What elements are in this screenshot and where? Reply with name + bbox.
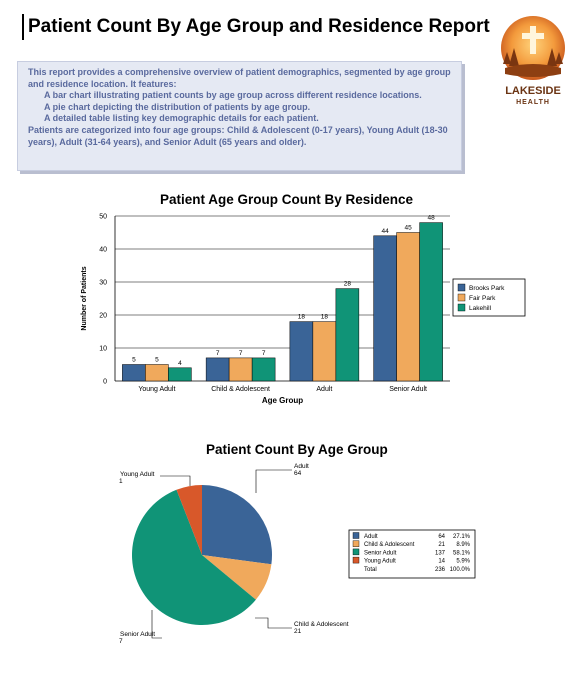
legend-count: 64 [438,534,445,540]
y-tick-label: 30 [99,280,107,287]
bar [228,357,253,382]
legend-total-count: 236 [435,567,446,573]
legend-label: Fair Park [469,295,496,302]
logo-line1: LAKESIDE [505,85,561,97]
logo-trees [503,48,563,66]
report-description: This report provides a comprehensive ove… [17,61,462,171]
bar [145,364,169,382]
bar-chart: 0 10 20 30 40 50 5 5 4 Young Adult 7 7 7 Child & Adol… [81,214,526,405]
report-title: Patient Count By Age Group and Residence… [28,16,490,37]
bar-value-label: 5 [132,357,136,364]
bar [396,232,420,382]
feature-table: A detailed table listing key demographic… [44,113,319,124]
bar-value-label: 7 [216,350,220,357]
cross-sunset-icon [530,26,536,54]
legend-label: Young Adult [364,559,396,565]
legend-label: Adult [364,534,378,540]
bar-value-label: 48 [428,215,436,222]
pie-legend-box [348,529,476,579]
legend-swatch [352,540,360,547]
bar-value-label: 28 [344,281,352,288]
intro-text: This report provides a comprehensive ove… [28,67,451,89]
legend-swatch [352,532,360,539]
x-axis-title: Age Group [262,396,303,405]
y-tick-label: 10 [99,346,107,353]
bar-value-label: 18 [321,314,329,321]
legend-percent: 8.9% [456,542,470,548]
legend-swatch [457,293,466,302]
bar [168,367,192,382]
callout-line [255,617,292,629]
lakeside-health-logo: LAKESIDE HEALTH [501,16,565,106]
y-tick-label: 50 [99,214,107,221]
legend-label: Lakehill [469,305,492,312]
y-tick-label: 0 [103,379,107,386]
pie-slice [132,489,256,625]
bar-value-label: 4 [178,360,182,367]
report-title-bar: Patient Count By Age Group and Residence… [22,14,490,40]
bar-value-label: 18 [298,314,306,321]
bar-value-label: 7 [239,350,243,357]
bar [205,357,230,382]
legend-count: 14 [438,559,445,565]
x-tick-label: Adult [316,386,332,393]
bar [289,321,314,382]
y-tick-label: 20 [99,313,107,320]
pie-chart-title: Patient Count By Age Group [206,442,388,457]
logo-line2: HEALTH [516,99,550,106]
bar [312,321,337,382]
bar [419,222,443,382]
bar [373,235,397,382]
legend-swatch [457,283,466,292]
bar-value-label: 44 [382,228,390,235]
bar [122,364,146,382]
x-tick-label: Child & Adolescent [211,386,270,393]
bar-value-label: 45 [405,225,413,232]
callout-label: Adult [294,463,309,470]
age-group-definition: Patients are categorized into four age g… [28,124,448,147]
bar [251,357,276,382]
pie-slice [202,485,272,565]
legend-count: 21 [438,542,445,548]
callout-value: 7 [119,638,123,645]
pie-slice [202,555,272,600]
legend-swatch [352,556,360,564]
feature-bar-chart: A bar chart illustrating patient counts … [44,90,422,101]
callout-label: Senior Adult [120,631,155,638]
legend-swatch [457,303,466,312]
pie-slice [176,485,202,555]
bar-value-label: 5 [155,357,159,364]
callout-label: Child & Adolescent [294,621,349,628]
callout-line [151,610,162,639]
legend-total-label: Total [364,567,377,573]
callout-line [255,469,292,493]
y-axis-title: Number of Patients [81,266,88,330]
legend-count: 137 [435,550,446,556]
legend-label: Child & Adolescent [364,542,415,548]
x-tick-label: Young Adult [138,386,175,393]
feature-pie-chart: A pie chart depicting the distribution o… [44,101,311,112]
legend-percent: 58.1% [453,550,471,556]
callout-value: 64 [294,470,302,477]
callout-value: 21 [294,628,302,635]
x-tick-label: Senior Adult [389,386,427,393]
legend-label: Brooks Park [469,285,505,292]
legend-label: Senior Adult [364,550,397,556]
legend-swatch [352,548,360,556]
callout-line [160,475,191,486]
legend-percent: 5.9% [456,559,470,565]
logo-lake [505,64,561,77]
legend-percent: 27.1% [453,534,471,540]
y-tick-label: 40 [99,247,107,254]
bar-chart-title: Patient Age Group Count By Residence [160,192,414,207]
bar [335,288,360,382]
legend-total-percent: 100.0% [450,567,471,573]
callout-value: 1 [119,478,123,485]
callout-label: Young Adult [120,471,155,478]
bar-value-label: 7 [262,350,266,357]
